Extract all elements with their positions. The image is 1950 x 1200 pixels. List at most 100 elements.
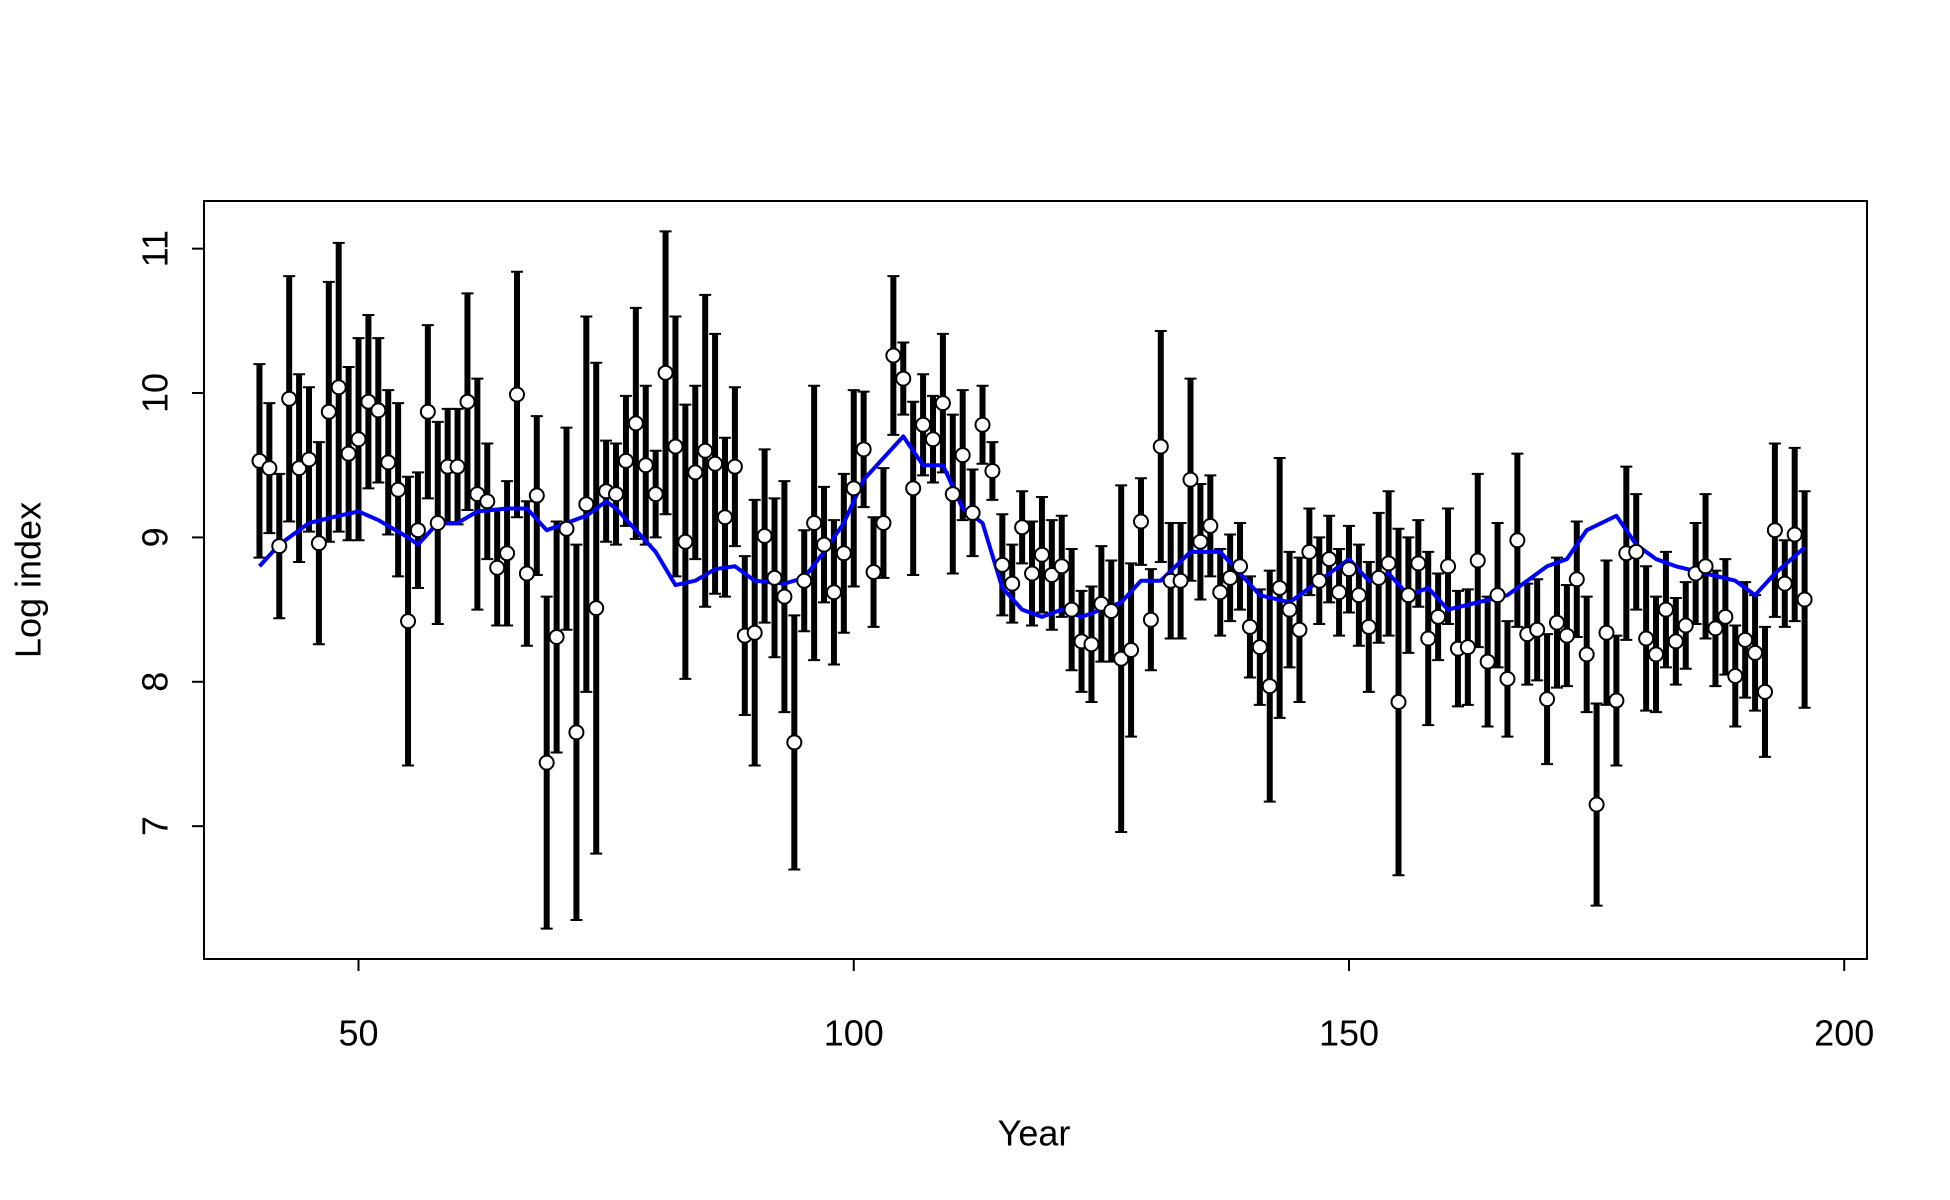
point (1103, 603, 1120, 620)
point (707, 455, 724, 472)
x-tick-label: 200 (1814, 1013, 1874, 1054)
point (1172, 572, 1189, 589)
point (1222, 569, 1239, 586)
point (1053, 558, 1070, 575)
point (786, 734, 803, 751)
error-cap (293, 373, 306, 563)
error-cap (1511, 452, 1524, 628)
point (489, 559, 506, 576)
point (1539, 691, 1556, 708)
error-cap (1620, 465, 1633, 641)
point (865, 564, 882, 581)
point (1578, 646, 1595, 663)
point (310, 535, 327, 552)
error-cap (461, 292, 474, 511)
point (1677, 617, 1694, 634)
error-cap (1006, 543, 1019, 624)
point (479, 493, 496, 510)
error-cap (1154, 329, 1167, 563)
point (1568, 571, 1585, 588)
point (944, 486, 961, 503)
error-cap (659, 230, 672, 516)
x-tick-label: 150 (1319, 1013, 1379, 1054)
point (1083, 636, 1100, 653)
error-cap (263, 402, 276, 535)
point (1479, 653, 1496, 670)
point (390, 481, 407, 498)
point (1004, 575, 1021, 592)
error-cap (1026, 520, 1039, 627)
point (617, 452, 634, 469)
point (499, 545, 516, 562)
point (776, 588, 793, 605)
error-cap (1224, 533, 1237, 623)
error-cap (1303, 507, 1316, 597)
error-cap (1342, 524, 1355, 614)
y-tick-label: 7 (135, 816, 176, 836)
error-cap (1630, 493, 1643, 611)
point (845, 480, 862, 497)
y-axis-title: Log index (8, 502, 49, 658)
point (1400, 587, 1417, 604)
error-cap (956, 389, 969, 522)
error-cap (966, 468, 979, 558)
point (1638, 630, 1655, 647)
point (1350, 587, 1367, 604)
error-cap (1768, 442, 1781, 618)
y-tick-label: 9 (135, 527, 176, 547)
error-cap (649, 449, 662, 539)
error-cap (897, 341, 910, 416)
point (419, 403, 436, 420)
point (1717, 608, 1734, 625)
point (1014, 519, 1031, 536)
x-axis-title: Year (998, 1113, 1071, 1154)
error-cap (1085, 585, 1098, 704)
error-cap (1372, 511, 1385, 644)
error-cap (1243, 575, 1256, 679)
error-cap (996, 513, 1009, 617)
point (380, 454, 397, 471)
error-cap (312, 441, 325, 646)
error-cap (610, 442, 623, 546)
error-cap (1293, 556, 1306, 704)
error-cap (1055, 514, 1068, 618)
error-cap (1788, 446, 1801, 623)
x-tick-label: 100 (824, 1013, 884, 1054)
error-cap (1174, 521, 1187, 640)
point (756, 527, 773, 544)
error-cap (1758, 625, 1771, 758)
error-cap (1412, 519, 1425, 608)
error-cap (1016, 490, 1029, 565)
point (1241, 618, 1258, 635)
error-cap (402, 475, 415, 767)
point (1648, 646, 1665, 663)
error-cap (1075, 589, 1088, 693)
point (1469, 552, 1486, 569)
point (449, 458, 466, 475)
point (1202, 517, 1219, 534)
error-cap (1451, 589, 1464, 708)
error-cap (352, 337, 365, 542)
error-cap (362, 314, 375, 490)
point (964, 504, 981, 521)
point (1390, 694, 1407, 711)
point (875, 514, 892, 531)
error-cap (1313, 536, 1326, 626)
point (1340, 561, 1357, 578)
point (1667, 633, 1684, 650)
point (1707, 620, 1724, 637)
point (1727, 668, 1744, 685)
error-cap (510, 270, 523, 519)
point (746, 624, 763, 641)
point (350, 431, 367, 448)
error-cap (917, 373, 930, 477)
error-cap (1273, 456, 1286, 719)
error-cap (748, 498, 761, 767)
error-cap (689, 384, 702, 561)
error-cap (1045, 519, 1058, 631)
error-cap (1650, 595, 1663, 714)
error-cap (788, 614, 801, 871)
error-cap (1798, 490, 1811, 709)
point (429, 514, 446, 531)
error-cap (392, 402, 405, 578)
